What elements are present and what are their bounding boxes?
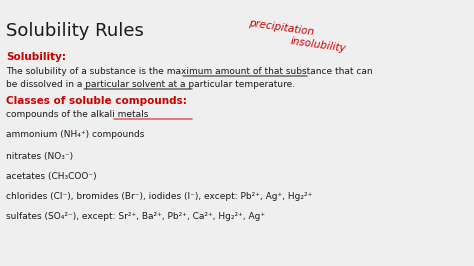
Text: The solubility of a substance is the maximum amount of that substance that can: The solubility of a substance is the max… — [6, 67, 373, 76]
Text: sulfates (SO₄²⁻), except: Sr²⁺, Ba²⁺, Pb²⁺, Ca²⁺, Hg₂²⁺, Ag⁺: sulfates (SO₄²⁻), except: Sr²⁺, Ba²⁺, Pb… — [6, 212, 265, 221]
Text: compounds of the alkali metals: compounds of the alkali metals — [6, 110, 148, 119]
Text: chlorides (Cl⁻), bromides (Br⁻), iodides (I⁻), except: Pb²⁺, Ag⁺, Hg₂²⁺: chlorides (Cl⁻), bromides (Br⁻), iodides… — [6, 192, 312, 201]
Text: acetates (CH₃COO⁻): acetates (CH₃COO⁻) — [6, 172, 97, 181]
Text: be dissolved in a particular solvent at a particular temperature.: be dissolved in a particular solvent at … — [6, 80, 295, 89]
Text: Classes of soluble compounds:: Classes of soluble compounds: — [6, 96, 187, 106]
Text: insolubility: insolubility — [290, 36, 347, 54]
Text: precipitation: precipitation — [248, 18, 315, 37]
Text: nitrates (NO₃⁻): nitrates (NO₃⁻) — [6, 152, 73, 161]
Text: Solubility Rules: Solubility Rules — [6, 22, 144, 40]
Text: ammonium (NH₄⁺) compounds: ammonium (NH₄⁺) compounds — [6, 130, 145, 139]
Text: Solubility:: Solubility: — [6, 52, 66, 62]
